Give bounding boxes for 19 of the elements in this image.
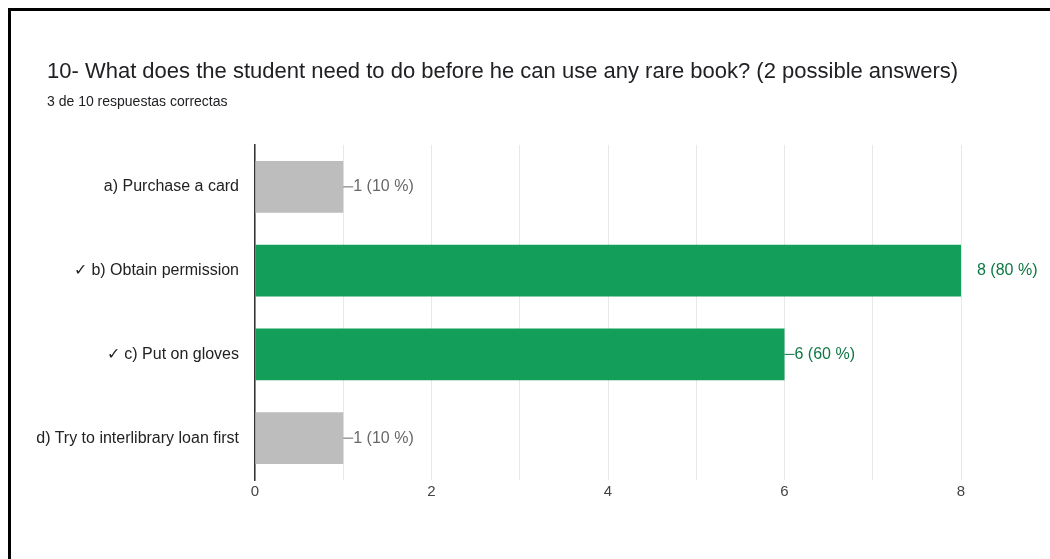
- data-label: 1 (10 %): [353, 428, 414, 446]
- y-tick-label: ✓ c) Put on gloves: [106, 344, 240, 362]
- x-tick-label: 6: [780, 482, 789, 500]
- y-tick-label: d) Try to interlibrary loan first: [36, 428, 240, 446]
- y-tick-label: ✓ b) Obtain permission: [73, 261, 240, 279]
- x-tick-label: 4: [603, 482, 613, 500]
- x-tick-label: 2: [427, 482, 436, 500]
- data-label: 8 (80 %): [977, 261, 1038, 279]
- bar: [255, 160, 344, 213]
- data-label: 1 (10 %): [353, 177, 414, 195]
- chart-title: 10- What does the student need to do before he can use any rare book? (2 possible answers): [47, 58, 959, 84]
- bar: [255, 244, 961, 297]
- y-tick-label: a) Purchase a card: [103, 177, 240, 195]
- bar: [255, 328, 785, 381]
- data-label: 6 (60 %): [794, 344, 855, 362]
- x-tick-label: 0: [250, 482, 260, 500]
- x-tick-label: 8: [956, 482, 966, 500]
- bar: [255, 412, 344, 465]
- text: 3 de 10 respuestas correctas: [47, 93, 228, 109]
